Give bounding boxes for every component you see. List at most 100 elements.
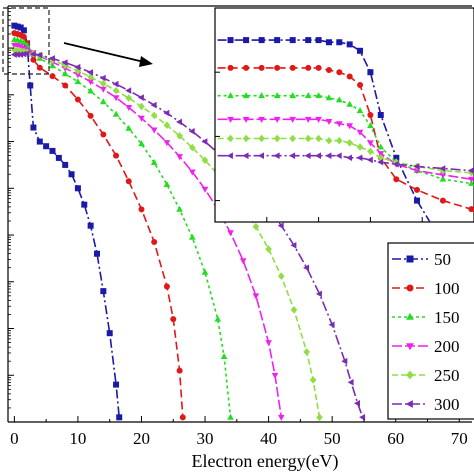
inset-point-150-7 [315, 92, 322, 99]
data-point-150-20 [214, 315, 222, 322]
data-point-150-19 [201, 268, 209, 275]
inset-point-300-13 [377, 158, 384, 166]
inset-point-200-3 [258, 116, 265, 123]
data-point-150-21 [220, 353, 228, 359]
data-point-250-25 [278, 272, 285, 280]
data-point-50-19 [113, 381, 120, 388]
data-point-100-8 [62, 82, 69, 89]
data-point-100-18 [176, 367, 183, 374]
legend-label-300: 300 [434, 395, 460, 414]
inset-point-100-1 [227, 64, 234, 71]
data-point-150-16 [163, 181, 171, 187]
inset-point-250-9 [336, 136, 343, 145]
data-point-100-7 [49, 73, 56, 80]
inset-point-100-10 [346, 73, 353, 80]
data-point-150-13 [125, 124, 133, 131]
data-point-100-3 [20, 33, 27, 40]
inset-point-200-10 [346, 123, 353, 130]
data-point-150-9 [74, 78, 82, 85]
data-point-300-4 [23, 50, 30, 57]
x-tick-label-3: 30 [197, 429, 214, 448]
inset-point-150-9 [336, 96, 343, 103]
data-point-150-10 [87, 87, 94, 94]
legend-marker-150 [406, 312, 414, 320]
data-point-300-32 [354, 400, 360, 407]
zoom-arrow-shaft [63, 42, 145, 63]
data-point-50-10 [55, 154, 62, 161]
legend-label-200: 200 [434, 337, 460, 356]
data-point-200-16 [163, 140, 171, 147]
inset-point-100-15 [414, 186, 421, 193]
data-point-250-12 [112, 86, 120, 95]
data-point-200-14 [138, 115, 145, 122]
data-point-200-22 [239, 258, 247, 265]
data-point-200-10 [87, 79, 94, 86]
data-point-150-14 [138, 140, 145, 147]
data-point-300-27 [303, 264, 310, 272]
data-point-100-17 [170, 316, 177, 323]
inset-point-150-5 [289, 92, 296, 99]
data-point-300-30 [341, 357, 348, 365]
inset-point-250-3 [258, 134, 265, 143]
data-point-50-14 [81, 201, 88, 208]
data-point-300-29 [328, 321, 335, 329]
inset-point-300-16 [439, 165, 446, 172]
data-point-250-24 [265, 245, 272, 253]
data-point-300-18 [188, 128, 195, 135]
legend-marker-200 [406, 343, 414, 351]
inset-point-150-2 [242, 92, 250, 99]
data-point-50-11 [62, 161, 69, 168]
data-point-50-17 [100, 288, 107, 295]
inset-point-250-11 [356, 143, 364, 151]
legend-label-250: 250 [434, 366, 460, 385]
inset-point-250-10 [346, 139, 353, 147]
inset-point-250-7 [315, 134, 322, 143]
data-point-300-25 [277, 222, 284, 229]
data-point-200-15 [150, 127, 158, 134]
inset-point-50-14 [393, 154, 400, 161]
inset-point-50-8 [325, 39, 332, 46]
inset-point-250-13 [377, 154, 385, 162]
inset-point-100-4 [274, 64, 281, 71]
inset-point-200-8 [325, 119, 333, 125]
inset-point-150-4 [273, 92, 281, 99]
data-point-300-14 [137, 94, 144, 101]
inset-point-50-13 [377, 112, 384, 118]
data-point-150-12 [112, 110, 120, 117]
inset-point-250-5 [289, 134, 296, 143]
inset-point-300-12 [366, 156, 373, 164]
data-point-100-9 [74, 96, 81, 103]
data-point-50-8 [43, 143, 50, 150]
inset-series-50 [217, 37, 431, 222]
data-point-250-13 [125, 94, 133, 102]
data-point-150-18 [189, 233, 196, 240]
inset-point-200-11 [356, 129, 364, 136]
legend-marker-50 [406, 255, 414, 263]
inset-point-100-3 [258, 64, 265, 71]
data-point-300-13 [125, 87, 132, 94]
inset-point-200-15 [413, 168, 421, 175]
inset-series-line-150 [217, 94, 472, 185]
inset-point-100-5 [289, 64, 296, 71]
inset-point-100-11 [357, 82, 364, 89]
inset-point-300-17 [467, 167, 474, 174]
inset-point-150-1 [227, 92, 234, 99]
inset-point-200-12 [367, 140, 374, 147]
data-point-250-14 [138, 102, 145, 111]
main-axes: 0 10 20 30 40 50 60 70 [7, 5, 472, 448]
data-point-50-20 [116, 414, 123, 421]
data-point-100-5 [30, 56, 37, 63]
data-point-250-11 [100, 79, 107, 88]
data-point-200-13 [125, 105, 133, 111]
inset-series-100 [217, 64, 474, 213]
data-point-50-18 [106, 330, 113, 337]
legend: 50 100 150 200 250 300 [387, 242, 474, 420]
data-point-300-7 [48, 55, 55, 62]
data-point-100-6 [36, 64, 43, 71]
inset-point-250-2 [242, 134, 250, 143]
x-tick-label-2: 20 [133, 429, 150, 448]
data-point-50-15 [87, 222, 94, 229]
data-point-250-19 [201, 156, 209, 164]
data-point-100-16 [163, 283, 170, 290]
inset-point-50-10 [346, 41, 353, 48]
